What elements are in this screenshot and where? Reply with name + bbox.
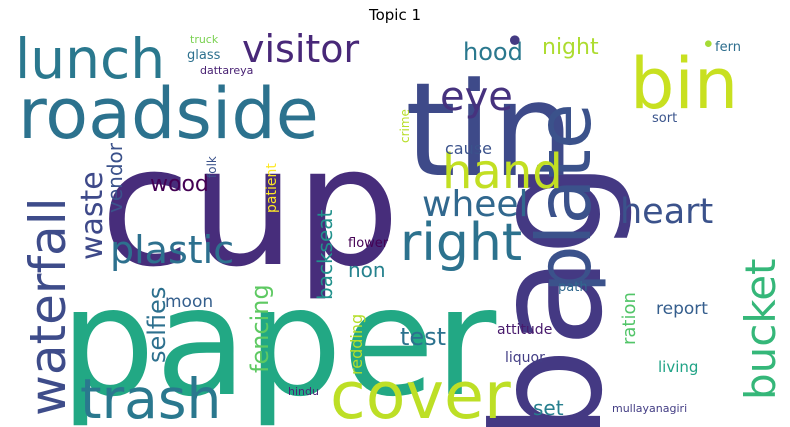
word-right: right bbox=[400, 213, 522, 273]
word-trash: trash bbox=[80, 367, 221, 427]
word-living: living bbox=[658, 358, 698, 376]
chart-title: Topic 1 bbox=[368, 6, 422, 24]
word-waterfall: waterfall bbox=[19, 198, 77, 416]
word-bucket: bucket bbox=[736, 258, 785, 400]
word-cup: cup bbox=[100, 111, 400, 303]
word-flower: flower bbox=[348, 236, 389, 251]
word-ration: ration bbox=[619, 292, 640, 345]
word-fencing: fencing bbox=[246, 284, 274, 373]
word-glass: glass bbox=[187, 48, 221, 63]
word-redding: redding bbox=[347, 314, 366, 375]
word-selfies: selfies bbox=[143, 287, 171, 363]
word-dattareya: dattareya bbox=[200, 64, 253, 77]
word-night: night bbox=[542, 35, 599, 60]
word-visitor: visitor bbox=[242, 28, 360, 71]
word-wood: wood bbox=[150, 172, 209, 197]
word-vendor: vendor bbox=[103, 142, 127, 213]
word-folk: folk bbox=[205, 156, 219, 178]
word-fern: fern bbox=[715, 40, 741, 55]
word-dot bbox=[510, 35, 520, 45]
word-crime: crime bbox=[398, 109, 412, 143]
word-non: non bbox=[348, 258, 386, 282]
word-heart: heart bbox=[620, 192, 713, 232]
word-test: test bbox=[400, 323, 446, 351]
word-set: set bbox=[533, 396, 564, 420]
word-plastic: plastic bbox=[110, 228, 234, 272]
word-bag: bag bbox=[462, 161, 636, 427]
word-cover: cover bbox=[330, 359, 511, 427]
word-report: report bbox=[656, 299, 708, 319]
word-eye: eye bbox=[440, 74, 513, 120]
word-truck: truck bbox=[190, 33, 219, 46]
word-mullayanagiri: mullayanagiri bbox=[612, 402, 687, 415]
word-moon: moon bbox=[165, 292, 213, 312]
word-backseat: backseat bbox=[313, 209, 337, 300]
word-attitude: attitude bbox=[497, 322, 552, 338]
word-paper: paper bbox=[60, 256, 497, 427]
word-liquor: liquor bbox=[505, 350, 545, 366]
word-sort: sort bbox=[652, 111, 677, 126]
word-dot bbox=[705, 40, 712, 47]
word-hindu: hindu bbox=[288, 385, 319, 398]
word-path: path bbox=[558, 280, 588, 295]
word-lunch: lunch bbox=[15, 28, 165, 91]
word-hand: hand bbox=[442, 144, 563, 200]
word-roadside: roadside bbox=[18, 73, 319, 155]
word-cause: cause bbox=[445, 139, 492, 158]
word-patient: patient bbox=[264, 163, 280, 213]
word-bin: bin bbox=[630, 43, 738, 125]
word-tin: tin bbox=[405, 54, 574, 206]
word-plate: plate bbox=[520, 103, 608, 293]
word-wheel: wheel bbox=[422, 184, 529, 225]
word-waste: waste bbox=[75, 171, 110, 260]
